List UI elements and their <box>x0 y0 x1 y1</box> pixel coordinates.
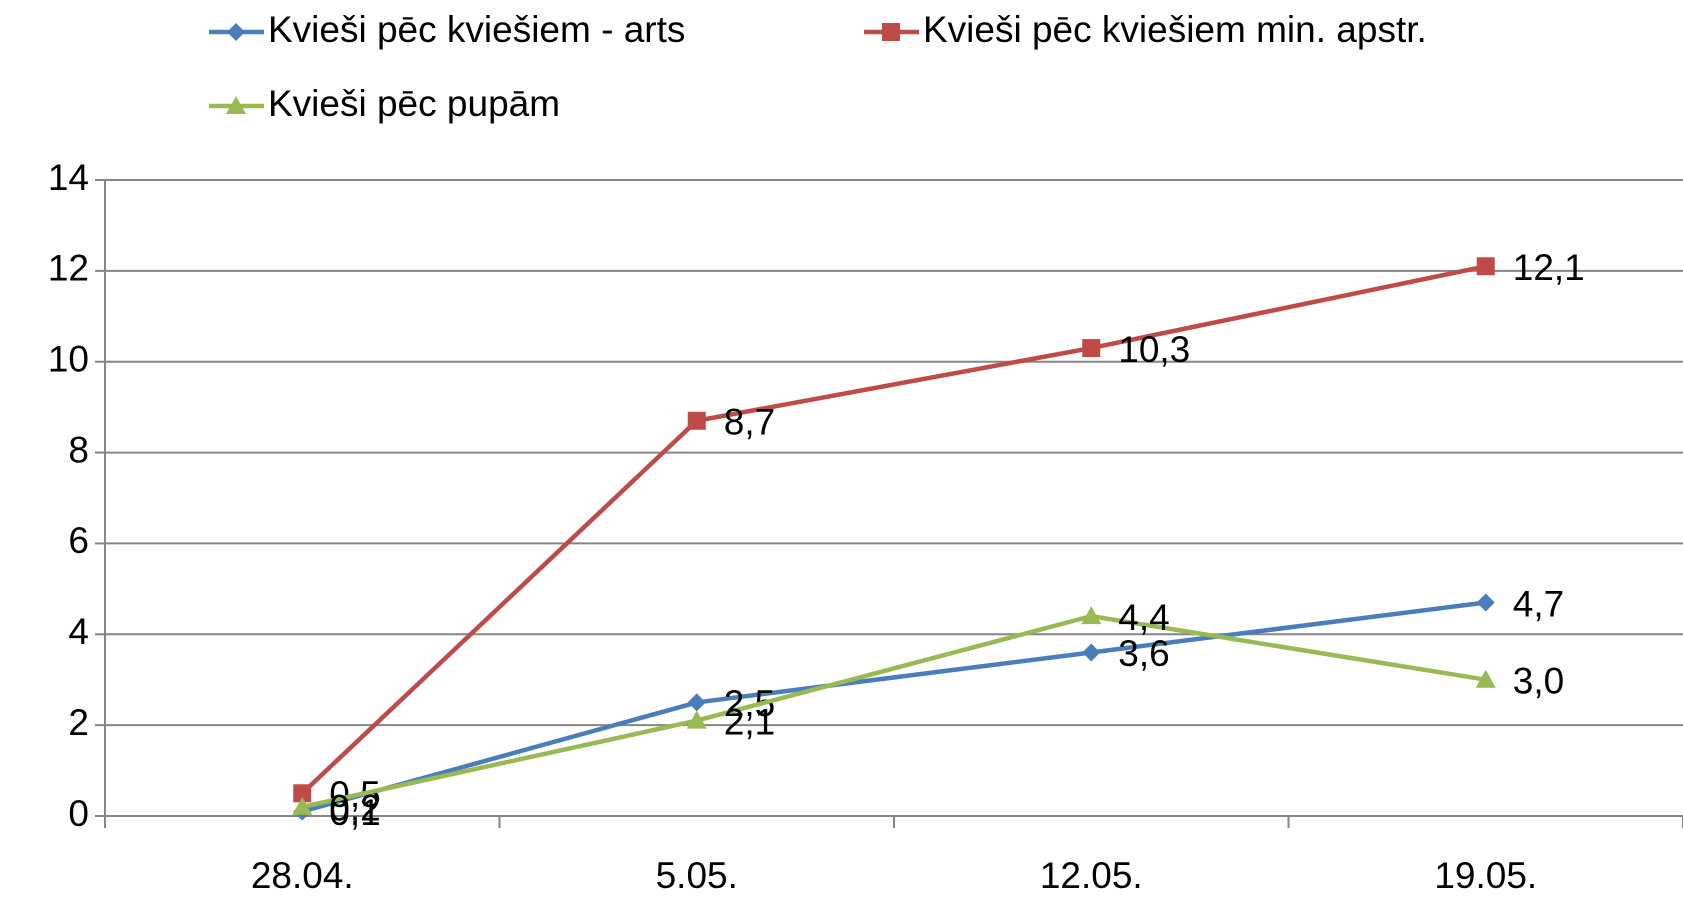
marker <box>226 96 246 114</box>
data-label: 3,6 <box>1118 633 1169 674</box>
marker <box>1081 606 1102 625</box>
marker <box>293 784 312 803</box>
marker <box>1476 257 1495 276</box>
y-tick-label: 4 <box>68 611 89 652</box>
data-label: 2,1 <box>724 701 775 742</box>
data-label: 10,3 <box>1118 329 1190 370</box>
series-line <box>300 264 1487 795</box>
x-tick-label: 28.04. <box>251 855 354 896</box>
data-label: 4,7 <box>1513 583 1564 624</box>
x-tick-label: 5.05. <box>656 855 738 896</box>
y-tick-label: 14 <box>48 157 89 198</box>
x-tick-label: 19.05. <box>1434 855 1537 896</box>
marker <box>686 710 707 729</box>
data-label: 8,7 <box>724 402 775 443</box>
y-tick-label: 12 <box>48 248 89 289</box>
data-label: 3,0 <box>1513 660 1564 701</box>
y-tick-label: 10 <box>48 338 89 379</box>
marker <box>687 693 706 712</box>
x-tick-label: 12.05. <box>1040 855 1143 896</box>
marker <box>292 796 313 815</box>
y-tick-label: 2 <box>68 702 89 743</box>
marker <box>1475 669 1496 688</box>
marker <box>1082 643 1101 662</box>
marker <box>1476 593 1495 612</box>
legend-label: Kvieši pēc pupām <box>268 83 560 124</box>
y-tick-label: 0 <box>68 793 89 834</box>
marker <box>687 411 706 430</box>
data-label: 12,1 <box>1513 247 1585 288</box>
series-line <box>301 600 1487 814</box>
data-label: 0,2 <box>329 788 380 829</box>
marker <box>882 23 900 41</box>
marker <box>227 23 245 41</box>
y-tick-label: 8 <box>68 429 89 470</box>
legend-label: Kvieši pēc kviešiem - arts <box>268 9 685 50</box>
legend-label: Kvieši pēc kviešiem min. apstr. <box>923 9 1427 50</box>
marker <box>1082 339 1101 358</box>
y-tick-label: 6 <box>68 520 89 561</box>
series-line <box>301 613 1487 810</box>
data-label: 4,4 <box>1118 597 1169 638</box>
